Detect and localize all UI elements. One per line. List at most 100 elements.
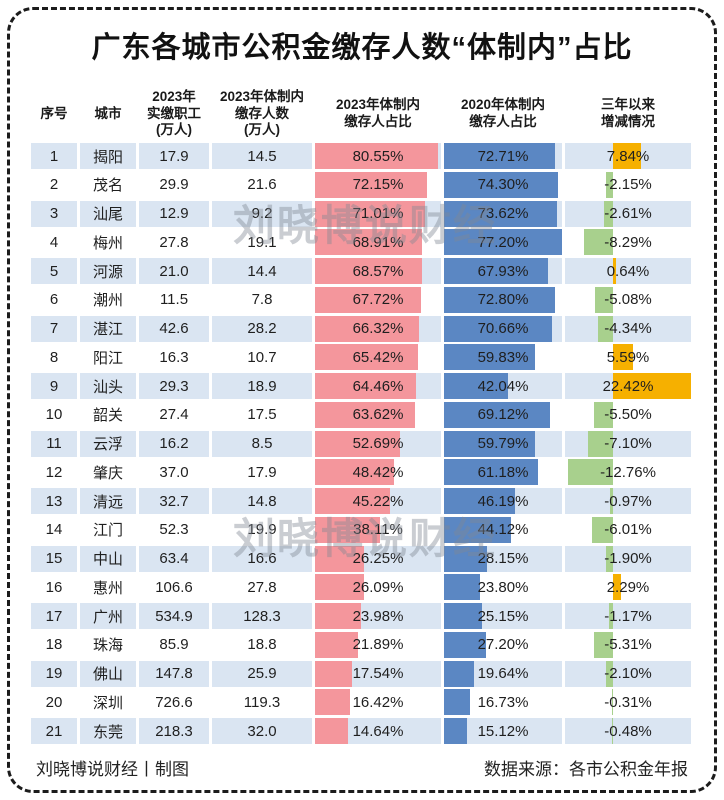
databar-2023 (315, 373, 417, 399)
databar-2023 (315, 401, 416, 428)
share-2020: 77.20% (444, 229, 562, 256)
row-index: 12 (45, 463, 63, 481)
cell-value: -2.10% (604, 665, 652, 682)
databar-decrease (567, 459, 614, 486)
share-2023: 23.98% (315, 603, 441, 629)
change-3yr: -7.10% (565, 430, 691, 457)
data-table: 序号 城市 2023年 实缴职工 (万人) 2023年体制内 缴存人数 (万人)… (31, 88, 691, 744)
cell-value: 77.20% (477, 233, 529, 251)
cell-value: -4.34% (604, 320, 652, 337)
cell-value: 73.62% (477, 205, 529, 222)
databar-2020 (444, 258, 548, 284)
row-index: 10 (45, 406, 63, 424)
cell-value: 72.80% (477, 291, 529, 309)
workers-2023: 17.9 (139, 143, 209, 169)
change-3yr: -0.31% (565, 689, 691, 716)
city-name: 中山 (80, 545, 136, 572)
databar-2020 (444, 344, 536, 371)
cell-value: 21.89% (352, 636, 404, 654)
change-3yr: 0.64% (565, 258, 691, 284)
row-index: 13 (31, 488, 77, 514)
change-3yr: -5.08% (565, 286, 691, 313)
databar-2020 (444, 689, 470, 716)
city-name: 汕头 (80, 373, 136, 399)
share-2020: 67.93% (444, 258, 562, 284)
databar-2023 (315, 286, 421, 313)
city-name: 湛江 (80, 315, 136, 342)
system-contrib-2023: 7.8 (251, 291, 273, 309)
row-index: 7 (31, 315, 77, 342)
workers-2023: 32.7 (139, 488, 209, 514)
databar-2020 (444, 718, 468, 744)
footer-source: 数据来源：各市公积金年报 (484, 760, 688, 779)
cell-value: -7.10% (604, 435, 652, 452)
row-index: 16 (45, 578, 63, 596)
row-index: 3 (31, 200, 77, 227)
city-name: 云浮 (80, 430, 136, 457)
cell-value: 27.20% (477, 636, 529, 654)
databar-2023 (315, 689, 351, 716)
cell-value: 63.62% (352, 406, 404, 424)
cell-value: 74.30% (477, 176, 529, 194)
change-3yr: -2.15% (565, 171, 691, 198)
change-3yr: -1.90% (565, 545, 691, 572)
share-2023: 80.55% (315, 143, 441, 169)
databar-2020 (444, 516, 512, 543)
databar-decrease (591, 516, 614, 543)
system-contrib-2023: 17.9 (247, 463, 277, 481)
share-2020: 70.66% (444, 315, 562, 342)
cell-value: -1.17% (604, 607, 652, 625)
change-3yr: -5.31% (565, 631, 691, 658)
system-contrib-2023: 16.6 (212, 545, 312, 572)
workers-2023: 16.2 (139, 430, 209, 457)
databar-2020 (444, 660, 475, 687)
cell-value: 68.91% (352, 233, 404, 251)
cell-value: -2.15% (604, 176, 652, 194)
share-2023: 66.32% (315, 315, 441, 342)
row-index: 21 (31, 718, 77, 744)
cell-value: 26.09% (352, 578, 404, 596)
databar-increase (613, 143, 642, 169)
cell-value: -0.97% (604, 492, 652, 510)
system-contrib-2023: 19.9 (247, 521, 277, 539)
footer-credit: 刘晓博说财经丨制图 (36, 760, 189, 779)
city-name: 珠海 (92, 637, 123, 655)
cell-value: 46.19% (477, 492, 529, 510)
share-2023: 38.11% (315, 516, 441, 543)
databar-decrease (609, 603, 614, 629)
system-contrib-2023: 18.9 (212, 373, 312, 399)
city-name: 惠州 (92, 579, 123, 597)
databar-2023 (315, 574, 364, 601)
share-2020: 42.04% (444, 373, 562, 399)
databar-2020 (444, 631, 486, 658)
change-3yr: -5.50% (565, 401, 691, 428)
cell-value: 48.42% (352, 463, 404, 481)
table-header-row: 序号 城市 2023年 实缴职工 (万人) 2023年体制内 缴存人数 (万人)… (31, 88, 691, 140)
cell-value: 2.29% (606, 578, 650, 596)
cell-value: 23.80% (477, 578, 529, 596)
footer: 刘晓博说财经丨制图 数据来源：各市公积金年报 (36, 755, 688, 780)
databar-2020 (444, 574, 481, 601)
databar-decrease (603, 200, 614, 227)
share-2020: 72.71% (444, 143, 562, 169)
change-3yr: -12.76% (565, 459, 691, 486)
cell-value: 14.64% (352, 722, 404, 740)
databar-increase (613, 574, 622, 601)
cell-value: -5.31% (604, 636, 652, 654)
change-3yr: -8.29% (565, 229, 691, 256)
databar-2020 (444, 286, 556, 313)
share-2023: 16.42% (315, 689, 441, 716)
share-2023: 67.72% (315, 286, 441, 313)
change-3yr: -4.34% (565, 315, 691, 342)
databar-2023 (315, 430, 401, 457)
city-name: 梅州 (92, 234, 123, 252)
cell-value: 69.12% (477, 406, 529, 424)
cell-value: 67.93% (477, 262, 529, 280)
workers-2023: 11.5 (159, 291, 189, 309)
share-2023: 68.91% (315, 229, 441, 256)
city-name: 潮州 (92, 292, 123, 310)
databar-decrease (595, 286, 614, 313)
cell-value: -8.29% (604, 233, 652, 251)
share-2023: 72.15% (315, 171, 441, 198)
databar-2023 (315, 143, 439, 169)
